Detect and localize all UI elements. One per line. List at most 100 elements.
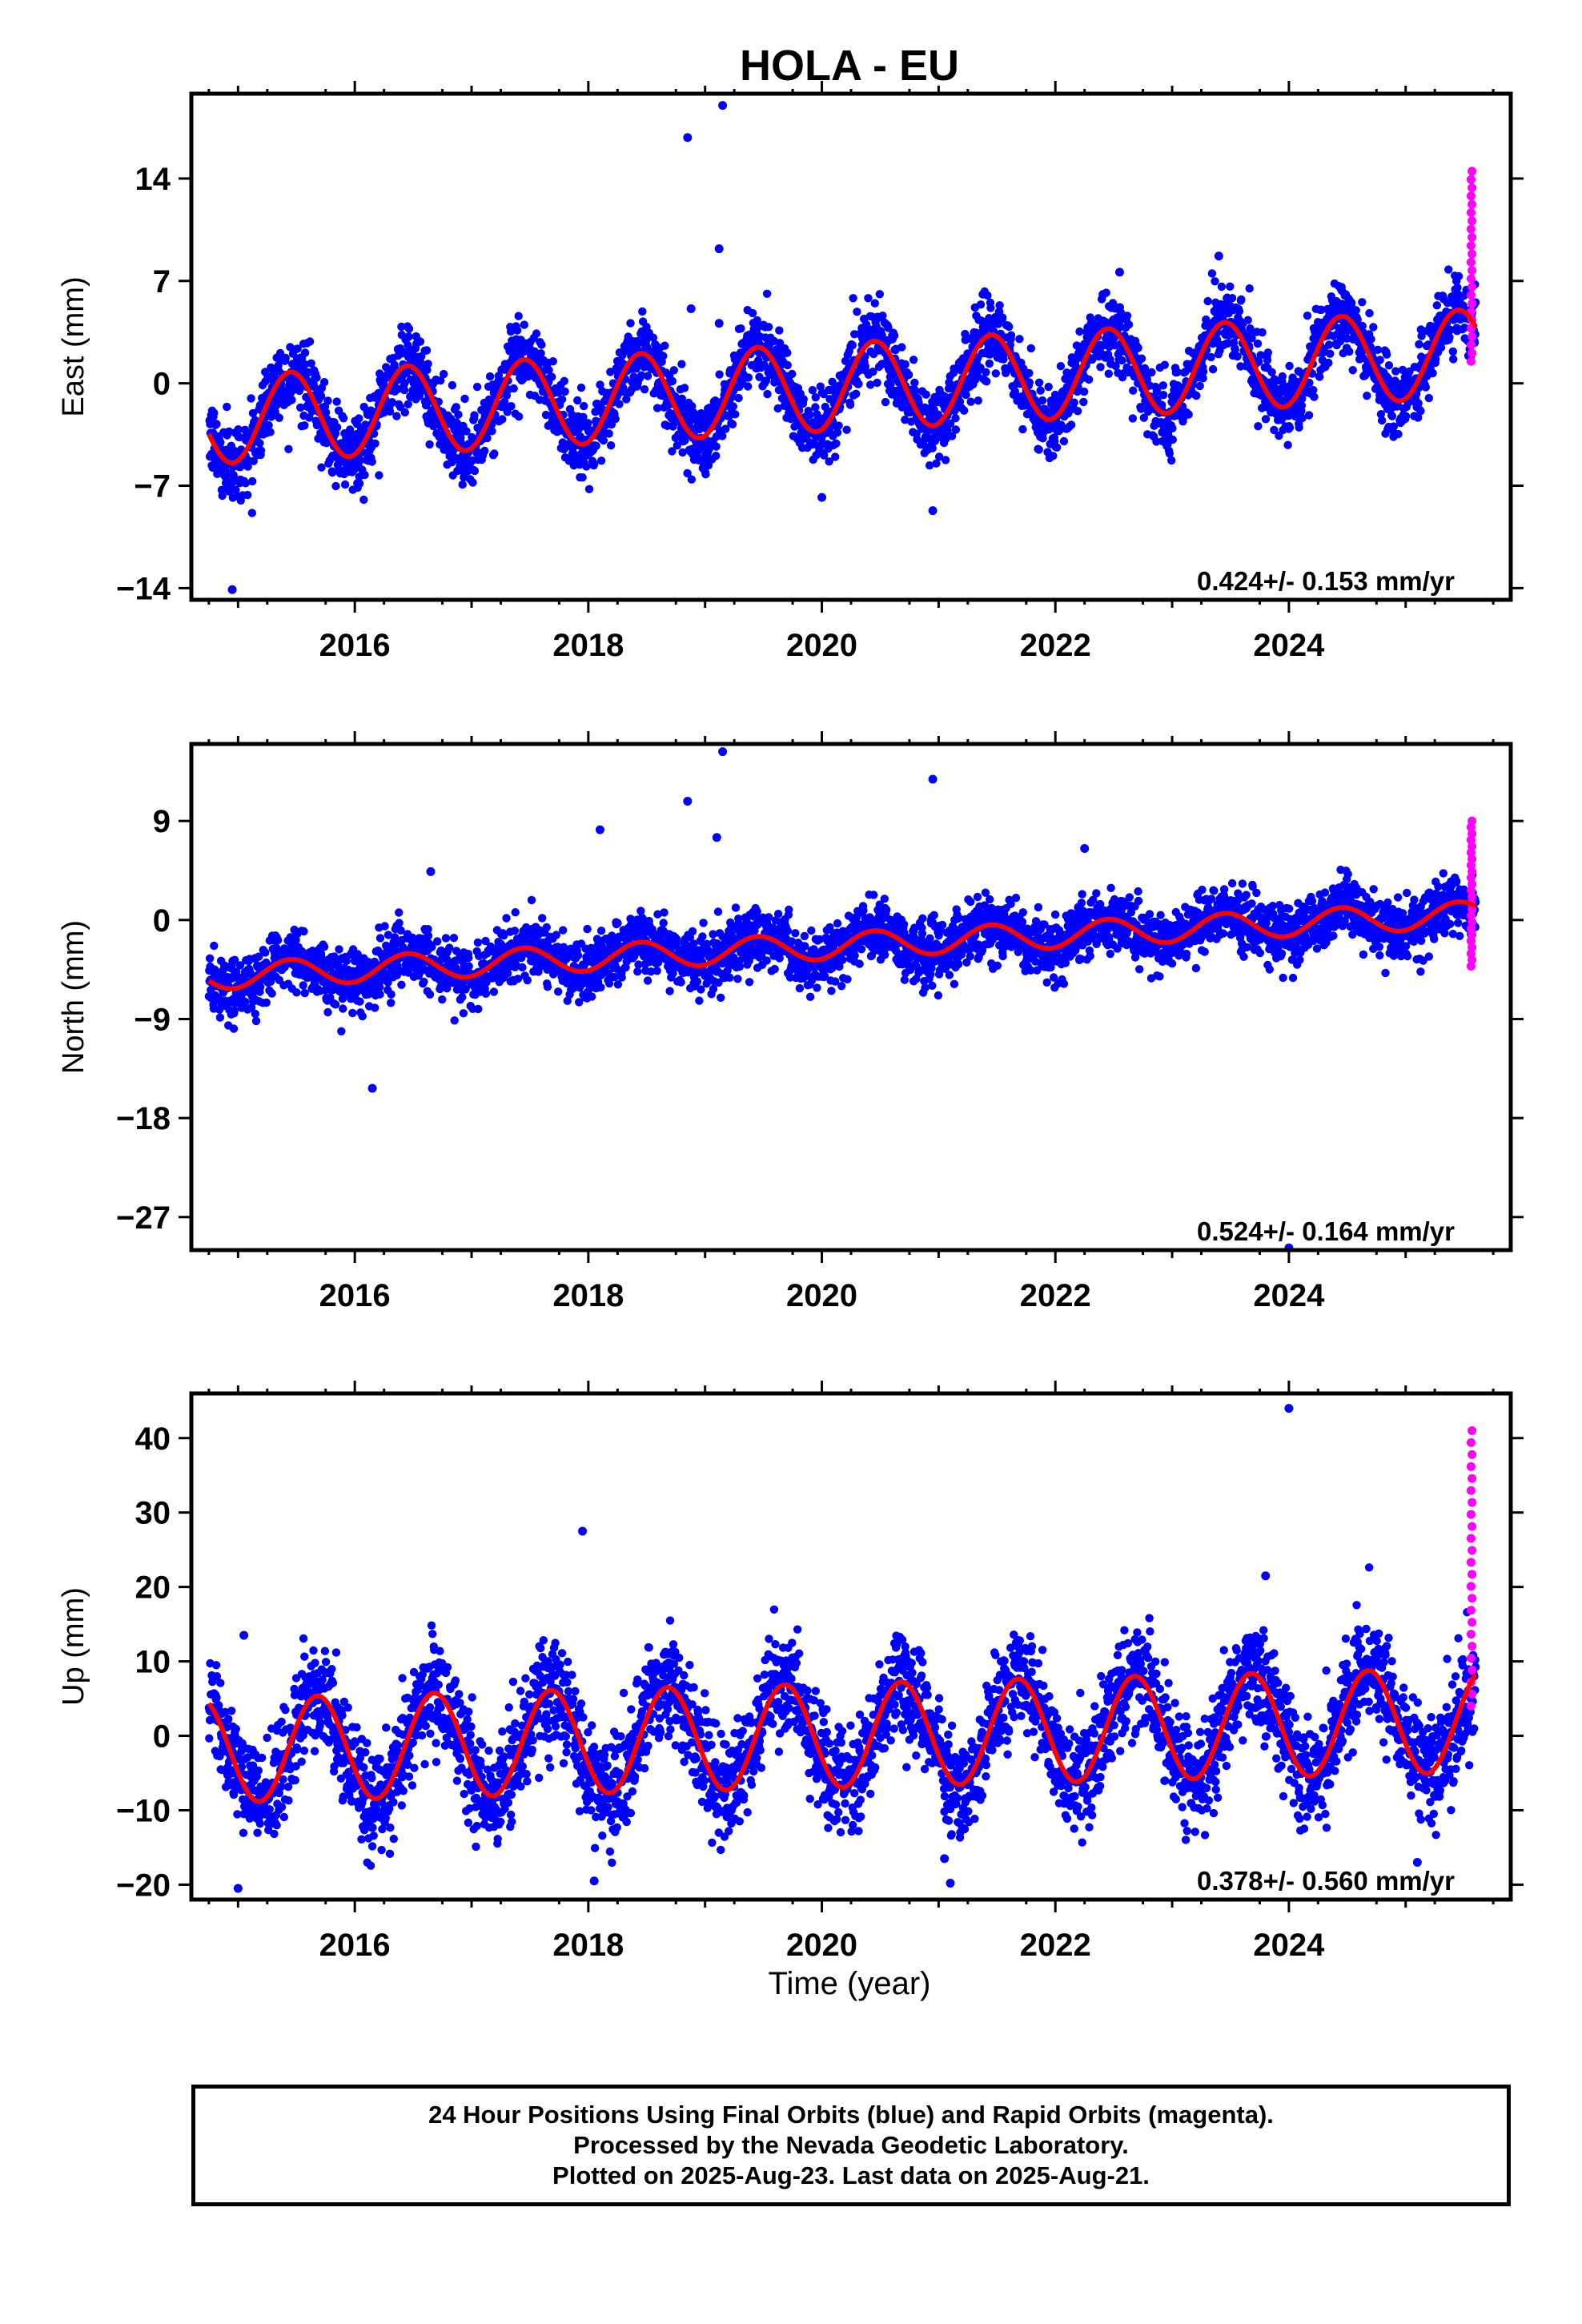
final-point xyxy=(395,919,404,927)
final-point xyxy=(1044,382,1053,392)
final-point xyxy=(712,442,721,451)
final-point xyxy=(518,963,527,972)
final-point xyxy=(1231,345,1239,354)
rapid-point xyxy=(1468,183,1477,192)
final-point xyxy=(462,427,471,436)
final-point xyxy=(910,378,919,388)
final-point xyxy=(573,396,582,405)
final-point xyxy=(678,398,687,407)
final-point xyxy=(1152,437,1161,446)
final-point xyxy=(305,337,315,346)
figure-title: HOLA - EU xyxy=(740,42,959,90)
final-point xyxy=(1111,361,1120,371)
final-point xyxy=(449,934,459,943)
final-point xyxy=(490,449,499,458)
final-point xyxy=(1038,396,1047,405)
final-point xyxy=(641,336,651,345)
final-point xyxy=(248,476,257,486)
final-point xyxy=(995,301,1004,310)
final-point xyxy=(262,998,271,1007)
rapid-point xyxy=(1468,199,1477,209)
final-point xyxy=(659,352,668,360)
final-point xyxy=(1453,283,1462,292)
final-point xyxy=(339,1004,347,1013)
final-point xyxy=(636,371,646,380)
final-point xyxy=(921,390,930,399)
final-point xyxy=(1233,352,1242,361)
final-point xyxy=(210,941,219,951)
final-point xyxy=(397,322,406,332)
final-point xyxy=(1208,364,1218,374)
final-point xyxy=(588,992,596,1001)
final-point xyxy=(873,378,881,388)
final-point xyxy=(323,396,332,405)
final-point xyxy=(760,360,769,369)
final-point xyxy=(1134,344,1142,352)
final-point xyxy=(1270,425,1279,435)
final-point xyxy=(367,457,376,466)
final-point xyxy=(1401,412,1411,420)
final-point xyxy=(881,397,890,407)
final-point xyxy=(468,478,477,487)
final-point xyxy=(1096,363,1105,372)
final-point xyxy=(1034,445,1043,454)
final-point xyxy=(648,333,658,342)
final-point xyxy=(205,954,215,963)
final-point xyxy=(1258,328,1267,337)
final-point xyxy=(861,352,869,361)
final-point xyxy=(701,470,710,479)
final-point xyxy=(514,412,524,421)
final-point xyxy=(715,370,724,379)
final-point xyxy=(1363,392,1371,400)
final-point xyxy=(1052,443,1062,452)
final-point xyxy=(307,359,315,368)
final-point xyxy=(808,386,817,395)
final-point xyxy=(345,425,355,434)
final-point xyxy=(1428,368,1437,378)
outlier-point xyxy=(227,585,237,594)
final-point xyxy=(1298,413,1307,423)
final-point xyxy=(514,312,523,320)
final-point xyxy=(488,427,496,436)
final-point xyxy=(870,299,880,308)
final-point xyxy=(999,355,1008,364)
final-point xyxy=(1025,368,1034,378)
final-point xyxy=(955,397,965,406)
final-point xyxy=(1278,372,1287,381)
final-point xyxy=(1195,381,1204,391)
outlier-point xyxy=(718,101,728,111)
final-point xyxy=(1454,271,1464,281)
final-point xyxy=(1018,424,1027,434)
final-point xyxy=(925,461,934,470)
final-point xyxy=(494,372,504,380)
final-point xyxy=(560,387,569,396)
final-point xyxy=(1245,284,1254,293)
final-point xyxy=(1263,348,1273,357)
final-point xyxy=(502,914,511,923)
final-point xyxy=(1445,332,1454,342)
final-point xyxy=(527,895,536,905)
final-point xyxy=(218,491,227,501)
final-point xyxy=(596,380,604,389)
final-point xyxy=(884,324,893,332)
final-point xyxy=(1079,387,1089,396)
final-point xyxy=(638,307,647,316)
final-point xyxy=(578,473,587,482)
final-point xyxy=(473,938,483,947)
final-point xyxy=(677,360,686,368)
final-point xyxy=(1128,414,1138,423)
final-point xyxy=(661,341,669,350)
final-point xyxy=(1158,400,1166,409)
final-point xyxy=(1059,436,1069,446)
final-point xyxy=(332,397,341,406)
rapid-point xyxy=(1468,282,1477,292)
final-point xyxy=(683,468,692,478)
final-point xyxy=(293,344,302,353)
final-point xyxy=(1168,435,1178,444)
final-point xyxy=(615,400,624,408)
final-point xyxy=(305,413,314,422)
final-point xyxy=(764,323,773,332)
final-point xyxy=(335,945,343,954)
final-point xyxy=(470,466,480,476)
final-point xyxy=(392,412,401,420)
